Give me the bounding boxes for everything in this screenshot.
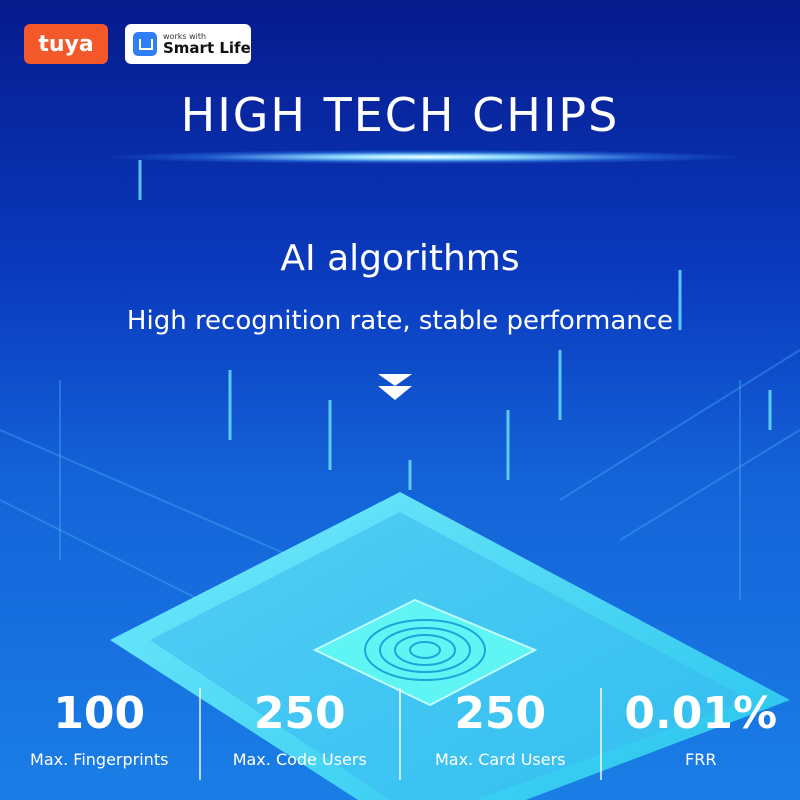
stat-card-users: 250 Max. Card Users [401,688,602,780]
smart-life-badge: works with Smart Life [125,24,251,64]
smart-life-text: Smart Life [163,38,251,57]
subtitle: AI algorithms [280,238,520,279]
stat-label: Max. Code Users [232,750,367,769]
stat-value: 0.01% [624,688,778,739]
fingerprint-icon [364,619,486,681]
home-icon [133,32,157,56]
double-chevron-down-icon [378,374,412,400]
tuya-logo: tuya [24,24,108,64]
stat-label: FRR [685,750,717,769]
chip-core [312,598,538,707]
stat-value: 250 [253,688,346,739]
light-flare [110,150,740,164]
stats-bar: 100 Max. Fingerprints 250 Max. Code User… [0,688,800,780]
works-with-text: works with [163,31,207,41]
stat-fingerprints: 100 Max. Fingerprints [0,688,201,780]
stat-frr: 0.01% FRR [602,688,800,780]
stat-value: 250 [454,688,547,739]
stat-code-users: 250 Max. Code Users [201,688,401,780]
headline: HIGH TECH CHIPS [180,88,620,142]
stat-value: 100 [53,688,146,739]
stat-label: Max. Fingerprints [30,750,169,769]
tuya-logo-text: tuya [38,31,94,57]
tagline: High recognition rate, stable performanc… [126,306,674,336]
stat-label: Max. Card Users [434,750,566,769]
